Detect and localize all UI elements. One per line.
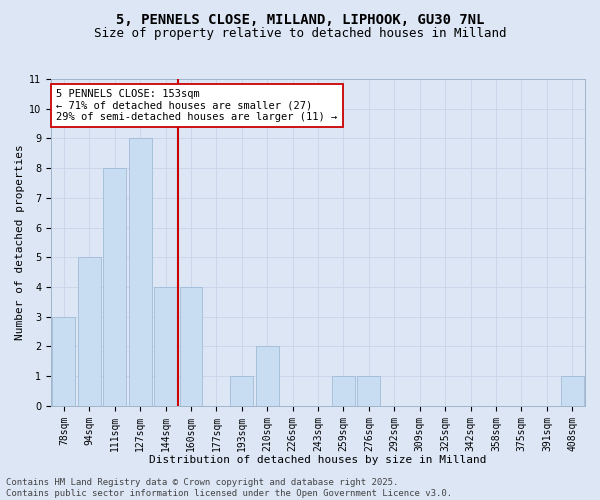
Text: 5, PENNELS CLOSE, MILLAND, LIPHOOK, GU30 7NL: 5, PENNELS CLOSE, MILLAND, LIPHOOK, GU30… xyxy=(116,12,484,26)
Y-axis label: Number of detached properties: Number of detached properties xyxy=(15,144,25,340)
Bar xyxy=(561,376,584,406)
Bar xyxy=(358,376,380,406)
X-axis label: Distribution of detached houses by size in Milland: Distribution of detached houses by size … xyxy=(149,455,487,465)
Bar xyxy=(103,168,126,406)
Bar xyxy=(154,287,177,406)
Bar xyxy=(230,376,253,406)
Bar xyxy=(78,258,101,406)
Bar xyxy=(52,316,75,406)
Bar xyxy=(128,138,152,406)
Bar xyxy=(256,346,278,406)
Bar xyxy=(332,376,355,406)
Text: Contains HM Land Registry data © Crown copyright and database right 2025.
Contai: Contains HM Land Registry data © Crown c… xyxy=(6,478,452,498)
Text: Size of property relative to detached houses in Milland: Size of property relative to detached ho… xyxy=(94,28,506,40)
Text: 5 PENNELS CLOSE: 153sqm
← 71% of detached houses are smaller (27)
29% of semi-de: 5 PENNELS CLOSE: 153sqm ← 71% of detache… xyxy=(56,89,338,122)
Bar xyxy=(179,287,202,406)
